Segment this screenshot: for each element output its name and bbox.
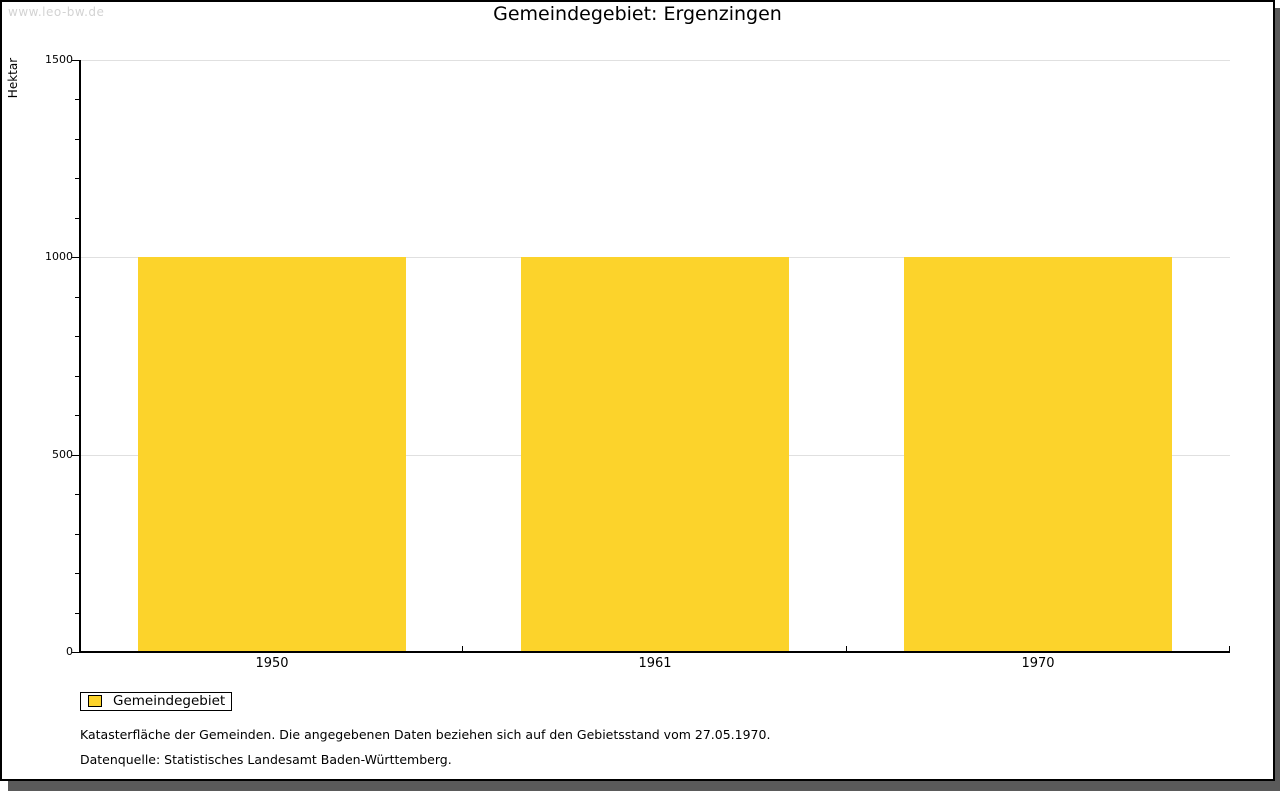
y-minor-tick [75,415,79,416]
y-minor-tick [75,139,79,140]
x-boundary-tick [462,646,463,651]
y-major-tick [72,455,79,456]
y-minor-tick [75,534,79,535]
y-minor-tick [75,376,79,377]
chart-title: Gemeindegebiet: Ergenzingen [493,3,782,25]
frame-shadow-bottom [8,781,1275,791]
y-axis-line [79,60,81,653]
legend-label: Gemeindegebiet [113,693,226,709]
legend: Gemeindegebiet [80,692,232,711]
x-axis-line [79,651,1230,653]
y-major-tick [72,257,79,258]
legend-color-swatch [88,695,102,707]
frame-shadow-right [1275,8,1280,791]
x-boundary-tick [846,646,847,651]
bar [904,257,1172,651]
gridline [81,60,1230,61]
x-category-label: 1961 [638,656,672,671]
y-minor-tick [75,218,79,219]
y-minor-tick [75,573,79,574]
x-category-label: 1950 [255,656,289,671]
y-minor-tick [75,613,79,614]
y-minor-tick [75,336,79,337]
y-major-tick [72,652,79,653]
x-category-label: 1970 [1021,656,1055,671]
y-tick-label: 1500 [45,53,73,66]
footnote-source: Datenquelle: Statistisches Landesamt Bad… [80,752,452,767]
y-tick-label: 1000 [45,250,73,263]
y-major-tick [72,60,79,61]
y-tick-label: 500 [52,448,73,461]
y-minor-tick [75,297,79,298]
watermark-text: www.leo-bw.de [8,5,105,19]
y-minor-tick [75,99,79,100]
y-axis-title: Hektar [6,57,20,99]
y-tick-label: 0 [66,645,73,658]
footnote-data-note: Katasterfläche der Gemeinden. Die angege… [80,727,771,742]
x-boundary-tick [1229,646,1230,651]
bar [138,257,406,651]
bar [521,257,789,651]
y-minor-tick [75,178,79,179]
y-minor-tick [75,494,79,495]
